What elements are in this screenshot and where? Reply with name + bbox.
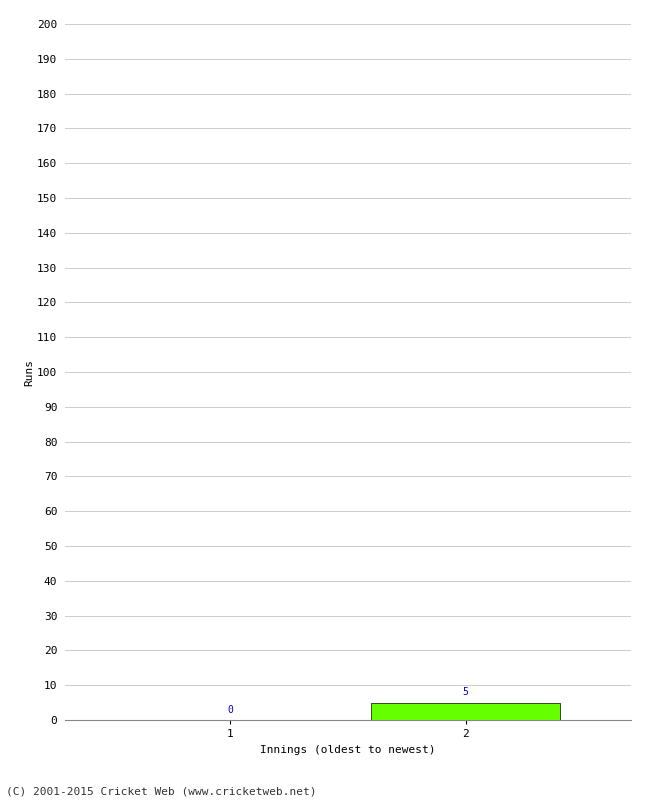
Y-axis label: Runs: Runs [24,358,34,386]
Bar [371,702,560,720]
X-axis label: Innings (oldest to newest): Innings (oldest to newest) [260,745,436,754]
Text: (C) 2001-2015 Cricket Web (www.cricketweb.net): (C) 2001-2015 Cricket Web (www.cricketwe… [6,786,317,796]
Text: 5: 5 [463,687,469,698]
Text: 0: 0 [227,705,233,714]
